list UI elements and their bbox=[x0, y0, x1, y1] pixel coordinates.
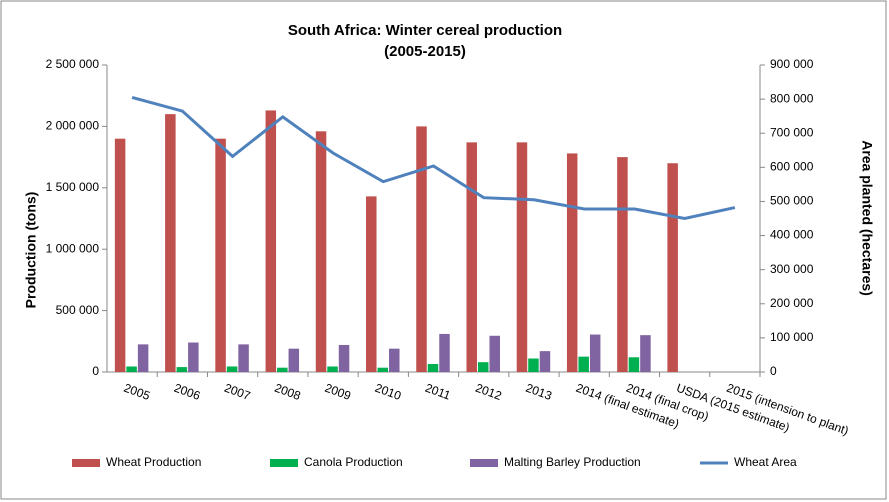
bar bbox=[126, 366, 137, 372]
bar bbox=[640, 335, 651, 372]
bar bbox=[137, 344, 149, 372]
bar bbox=[215, 138, 226, 372]
y2-tick-label: 100 000 bbox=[770, 330, 814, 344]
legend-label: Canola Production bbox=[304, 455, 403, 469]
y2-tick-label: 900 000 bbox=[770, 57, 814, 71]
bar bbox=[226, 366, 238, 372]
bar bbox=[466, 142, 477, 372]
bar bbox=[416, 126, 427, 373]
bar bbox=[427, 364, 439, 372]
bar bbox=[366, 196, 377, 372]
legend-swatch bbox=[470, 459, 498, 467]
bar bbox=[327, 366, 338, 372]
bar bbox=[176, 367, 188, 372]
y-tick-label: 500 000 bbox=[56, 303, 100, 317]
bar bbox=[566, 153, 578, 372]
bar bbox=[377, 367, 389, 372]
bar bbox=[265, 110, 277, 372]
bar bbox=[477, 362, 489, 372]
y2-tick-label: 0 bbox=[770, 364, 777, 378]
y2-tick-label: 700 000 bbox=[770, 125, 814, 139]
y2-tick-label: 600 000 bbox=[770, 160, 814, 174]
bar bbox=[288, 348, 300, 372]
line bbox=[131, 95, 736, 221]
legend-label: Wheat Area bbox=[734, 455, 797, 469]
bar bbox=[489, 335, 500, 372]
y-tick-label: 2 500 000 bbox=[46, 57, 100, 71]
bar bbox=[578, 356, 589, 372]
bar bbox=[277, 367, 288, 372]
bar bbox=[589, 334, 601, 372]
y2-tick-label: 300 000 bbox=[770, 262, 814, 276]
bar bbox=[114, 138, 126, 372]
y-tick-label: 2 000 000 bbox=[46, 119, 100, 133]
bar bbox=[238, 344, 249, 372]
y-tick-label: 1 000 000 bbox=[46, 241, 100, 255]
bar bbox=[617, 157, 628, 372]
y-axis-title: Production (tons) bbox=[23, 192, 39, 309]
y-tick-label: 1 500 000 bbox=[46, 180, 100, 194]
bar bbox=[539, 351, 551, 372]
y2-tick-label: 500 000 bbox=[770, 194, 814, 208]
bar bbox=[165, 114, 176, 373]
legend-swatch bbox=[72, 459, 100, 467]
y2-tick-label: 800 000 bbox=[770, 91, 814, 105]
bar bbox=[188, 342, 199, 372]
bar bbox=[338, 344, 350, 372]
bar bbox=[628, 357, 640, 372]
y2-axis-title: Area planted (hectares) bbox=[859, 140, 875, 296]
bar bbox=[667, 163, 678, 372]
bar bbox=[439, 333, 450, 372]
legend-label: Wheat Production bbox=[106, 455, 201, 469]
y2-tick-label: 200 000 bbox=[770, 296, 814, 310]
y-tick-label: 0 bbox=[92, 364, 99, 378]
chart-title: South Africa: Winter cereal production bbox=[288, 22, 562, 39]
bar bbox=[389, 348, 400, 372]
bar bbox=[315, 131, 327, 372]
y2-tick-label: 400 000 bbox=[770, 228, 814, 242]
chart-subtitle: (2005-2015) bbox=[384, 43, 466, 60]
legend-label: Malting Barley Production bbox=[504, 455, 641, 469]
bar bbox=[516, 142, 528, 372]
bar bbox=[528, 358, 539, 372]
legend-swatch bbox=[270, 459, 298, 467]
